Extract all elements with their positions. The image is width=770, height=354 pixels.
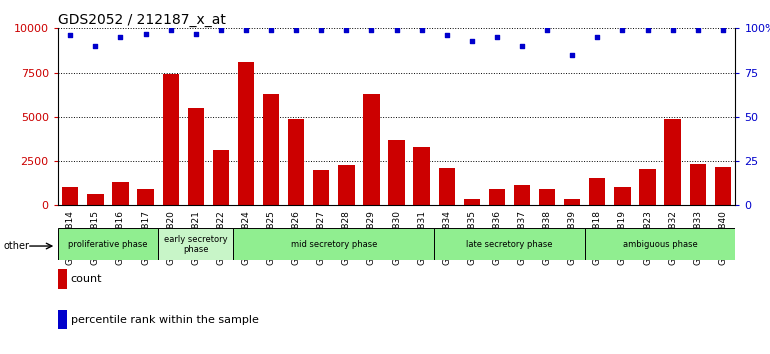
Point — [566, 52, 578, 58]
Bar — [158, 228, 233, 260]
Bar — [233, 228, 434, 260]
Point — [340, 27, 353, 33]
Bar — [58, 228, 158, 260]
Bar — [589, 178, 605, 205]
Point — [189, 31, 202, 36]
Bar — [62, 187, 79, 205]
Point — [541, 27, 554, 33]
Bar — [413, 147, 430, 205]
Point — [691, 27, 704, 33]
Bar — [162, 74, 179, 205]
Bar — [338, 165, 354, 205]
Bar — [665, 120, 681, 205]
Bar — [614, 187, 631, 205]
Point — [440, 33, 453, 38]
Point — [616, 27, 628, 33]
Point — [265, 27, 277, 33]
Point — [139, 31, 152, 36]
Text: count: count — [71, 274, 102, 284]
Point — [591, 34, 604, 40]
Text: late secretory phase: late secretory phase — [466, 240, 553, 249]
Point — [466, 38, 478, 44]
Bar — [584, 228, 735, 260]
Text: other: other — [4, 241, 30, 251]
Point — [717, 27, 729, 33]
Bar — [87, 194, 103, 205]
Point — [215, 27, 227, 33]
Bar — [489, 189, 505, 205]
Point — [239, 27, 252, 33]
Point — [114, 34, 126, 40]
Text: mid secretory phase: mid secretory phase — [290, 240, 377, 249]
Bar — [238, 62, 254, 205]
Bar — [388, 140, 405, 205]
Point — [290, 27, 303, 33]
Bar — [564, 199, 581, 205]
Bar — [439, 168, 455, 205]
Text: GDS2052 / 212187_x_at: GDS2052 / 212187_x_at — [58, 13, 226, 27]
Bar — [464, 199, 480, 205]
Text: proliferative phase: proliferative phase — [69, 240, 148, 249]
Bar — [137, 189, 154, 205]
Bar — [313, 170, 330, 205]
Bar — [288, 119, 304, 205]
Bar — [263, 94, 280, 205]
Bar — [188, 108, 204, 205]
Point — [64, 33, 76, 38]
Bar — [213, 150, 229, 205]
Bar — [639, 169, 656, 205]
Bar — [363, 94, 380, 205]
Bar — [715, 167, 731, 205]
Bar — [112, 182, 129, 205]
Point — [165, 27, 177, 33]
Point — [390, 27, 403, 33]
Point — [641, 27, 654, 33]
Text: ambiguous phase: ambiguous phase — [623, 240, 698, 249]
Text: early secretory
phase: early secretory phase — [164, 235, 228, 254]
Bar — [539, 188, 555, 205]
Bar — [514, 185, 531, 205]
Point — [315, 27, 327, 33]
Point — [89, 43, 102, 49]
Point — [516, 43, 528, 49]
Bar — [434, 228, 584, 260]
Text: percentile rank within the sample: percentile rank within the sample — [71, 315, 259, 325]
Point — [490, 34, 503, 40]
Point — [667, 27, 679, 33]
Bar — [690, 164, 706, 205]
Point — [365, 27, 377, 33]
Point — [416, 27, 428, 33]
